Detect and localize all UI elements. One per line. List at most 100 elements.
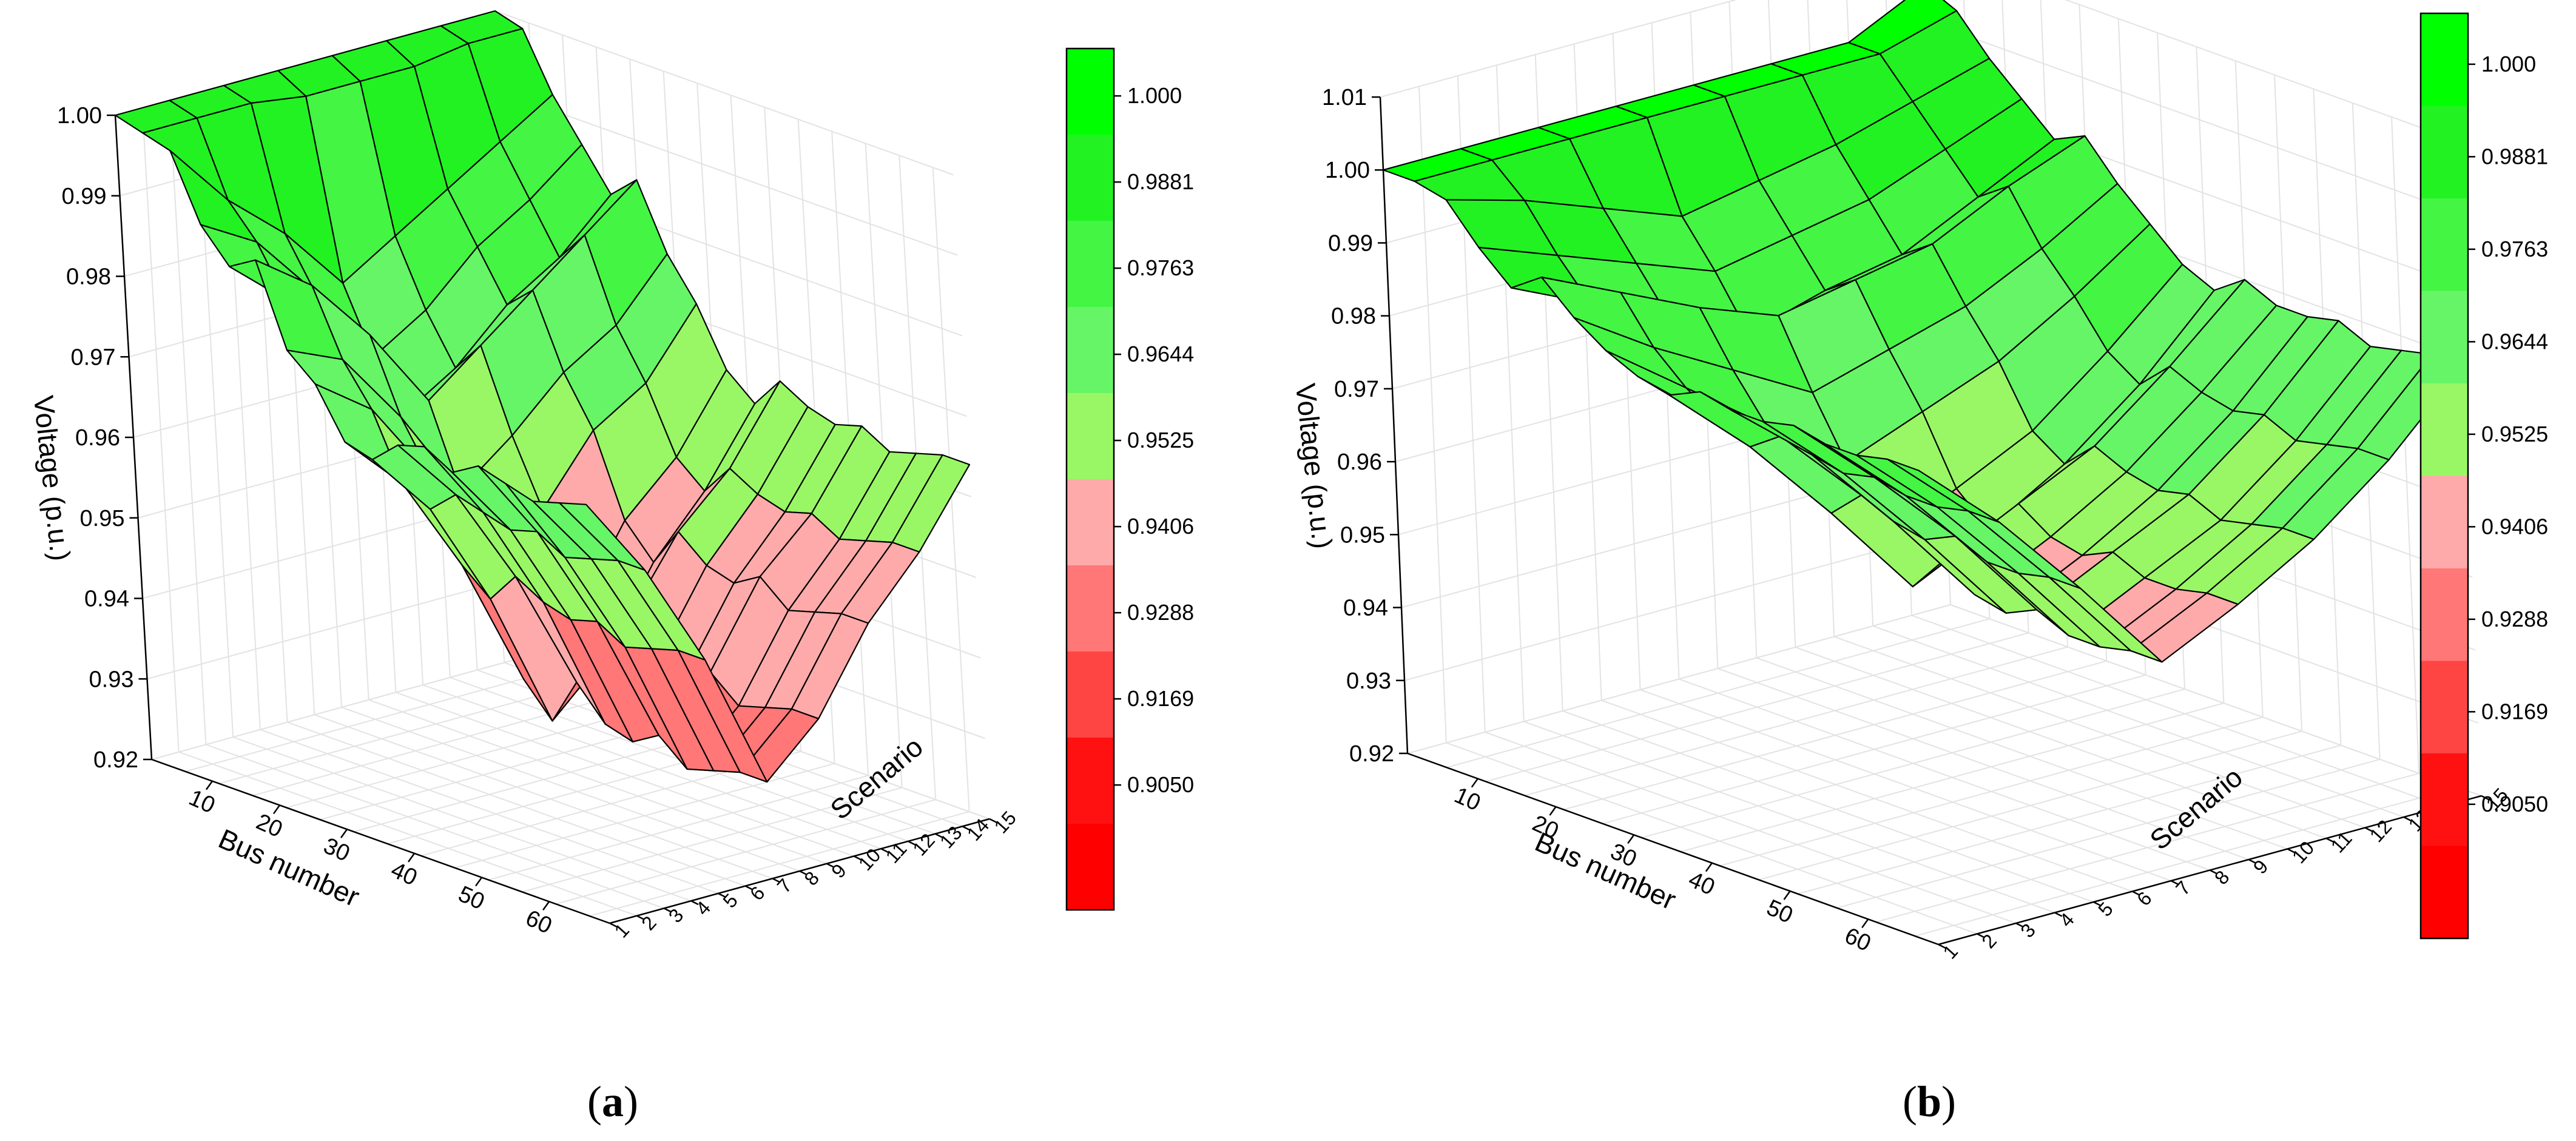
colorbar-segment xyxy=(1067,738,1114,824)
floor-gridline-scenario xyxy=(178,751,638,917)
z-tick-label: 0.95 xyxy=(1340,522,1385,548)
x-tick-mark xyxy=(340,829,348,838)
colorbar-segment xyxy=(1067,307,1114,394)
z-tick-label: 0.99 xyxy=(62,184,107,209)
floor-gridline-scenario xyxy=(232,736,692,902)
x-tick-mark xyxy=(407,853,416,863)
z-tick-label: 0.97 xyxy=(71,345,116,370)
z-tick-label: 0.96 xyxy=(75,425,120,451)
floor-gridline-bus xyxy=(1602,674,2146,824)
back-wall-gridline xyxy=(1926,21,2458,214)
colorbar-segment xyxy=(1067,135,1114,221)
floor-gridline-bus xyxy=(1719,716,2263,867)
colorbar-tick-label: 0.9050 xyxy=(1127,772,1194,797)
floor-gridline-bus xyxy=(1641,688,2185,838)
y-tick-mark xyxy=(2403,816,2412,822)
floor-gridline-bus xyxy=(522,787,902,893)
floor-gridline-scenario xyxy=(396,692,854,857)
y-tick-mark xyxy=(2054,912,2063,917)
colorbar-segment xyxy=(2421,383,2468,476)
z-tick-label: 1.00 xyxy=(1325,158,1370,183)
floor-gridline-scenario xyxy=(1523,721,2055,914)
z-tick-label: 0.94 xyxy=(1343,596,1388,621)
y-tick-mark xyxy=(2364,827,2373,832)
floor-gridline-bus xyxy=(1875,772,2419,923)
colorbar-tick-label: 0.9881 xyxy=(1127,169,1194,194)
colorbar-segment xyxy=(2421,846,2468,939)
colorbar-segment xyxy=(1067,479,1114,566)
y-tick-mark xyxy=(2171,880,2179,886)
floor-gridline-bus xyxy=(1798,744,2341,895)
floor-gridline-scenario xyxy=(341,707,800,872)
y-tick-mark xyxy=(772,878,780,883)
panel-label: (a) xyxy=(587,1077,638,1126)
panel-b: 0.92 0.93 0.94 0.95 0.96 0.97 0.98 0.99 1.00 1.01… xyxy=(1290,0,2548,1126)
colorbar-frame xyxy=(1065,47,1115,911)
floor-gridline-bus xyxy=(1915,787,2458,937)
y-tick-mark xyxy=(690,900,699,906)
z-tick-label: 0.94 xyxy=(84,587,129,612)
colorbar-segment xyxy=(1067,651,1114,738)
floor-gridline-scenario xyxy=(1833,636,2365,829)
colorbar-segment xyxy=(1067,221,1114,308)
y-tick-mark xyxy=(636,915,645,920)
back-wall-gridline xyxy=(1950,604,2482,796)
back-wall-gridline xyxy=(2065,0,2455,140)
floor-gridline-scenario xyxy=(1640,689,2171,881)
y-tick-mark xyxy=(962,826,970,831)
colorbar-tick-label: 0.9406 xyxy=(2481,514,2548,539)
y-tick-mark xyxy=(2325,837,2334,843)
x-tick-mark xyxy=(475,877,483,887)
x-tick-mark xyxy=(1471,778,1479,788)
colorbar-segment xyxy=(2421,753,2468,846)
colorbar-tick-label: 0.9763 xyxy=(2481,237,2548,261)
floor-gridline-scenario xyxy=(260,729,719,894)
colorbar-segment xyxy=(2421,476,2468,569)
y-tick-mark xyxy=(2015,922,2024,928)
y-tick-mark xyxy=(745,885,754,890)
floor-gridline-bus xyxy=(1485,632,2029,783)
floor-gridline-scenario xyxy=(1756,657,2288,850)
colorbar-segment xyxy=(2421,198,2468,291)
colorbar-frame xyxy=(2419,12,2469,940)
z-tick-label: 0.97 xyxy=(1334,377,1379,402)
y-tick-mark xyxy=(1938,943,1946,949)
y-tick-mark xyxy=(609,922,618,928)
y-tick-mark xyxy=(2093,901,2102,907)
floor-gridline-scenario xyxy=(1872,625,2404,818)
colorbar-segment xyxy=(2421,106,2468,199)
y-tick-mark xyxy=(2481,795,2489,801)
colorbar-segment xyxy=(2421,661,2468,754)
colorbar: 1.000 0.9881 0.9763 0.9644 0.9525 0.9406 0.928… xyxy=(1065,47,1194,911)
z-tick-label: 0.99 xyxy=(1328,231,1373,256)
side-wall-gridline xyxy=(141,107,180,752)
z-tick-label: 0.93 xyxy=(1346,668,1391,694)
panel-label: (b) xyxy=(1903,1077,1956,1126)
colorbar-tick-label: 0.9169 xyxy=(2481,699,2548,724)
colorbar-tick-label: 1.000 xyxy=(2481,52,2536,76)
surface xyxy=(1382,0,2464,663)
surface-patch xyxy=(1886,458,2000,523)
y-tick-mark xyxy=(2248,858,2256,864)
floor-gridline-bus xyxy=(589,811,969,917)
colorbar-tick-label: 0.9644 xyxy=(1127,342,1194,366)
floor-gridline-scenario xyxy=(206,744,664,909)
colorbar-segment xyxy=(2421,291,2468,384)
panel-a: 0.920.930.940.950.960.970.980.991.001020… xyxy=(28,10,1194,1126)
colorbar-tick-label: 0.9525 xyxy=(2481,422,2548,446)
floor-gridline-scenario xyxy=(368,699,828,864)
x-tick-mark xyxy=(205,781,213,790)
z-tick-label: 0.96 xyxy=(1337,449,1382,475)
colorbar-tick-label: 0.9644 xyxy=(2481,329,2548,354)
y-tick-mark xyxy=(826,863,835,868)
back-wall-gridline xyxy=(499,90,958,256)
axes xyxy=(107,114,997,928)
colorbar-tick-label: 0.9288 xyxy=(1127,600,1194,625)
floor-gridline-bus xyxy=(1836,758,2380,909)
floor-gridline-scenario xyxy=(1911,614,2443,807)
floor-gridline-scenario xyxy=(1679,678,2210,871)
floor-gridline-bus xyxy=(185,666,565,772)
colorbar-tick-label: 0.9288 xyxy=(2481,607,2548,631)
floor-gridline-scenario xyxy=(1562,710,2094,903)
